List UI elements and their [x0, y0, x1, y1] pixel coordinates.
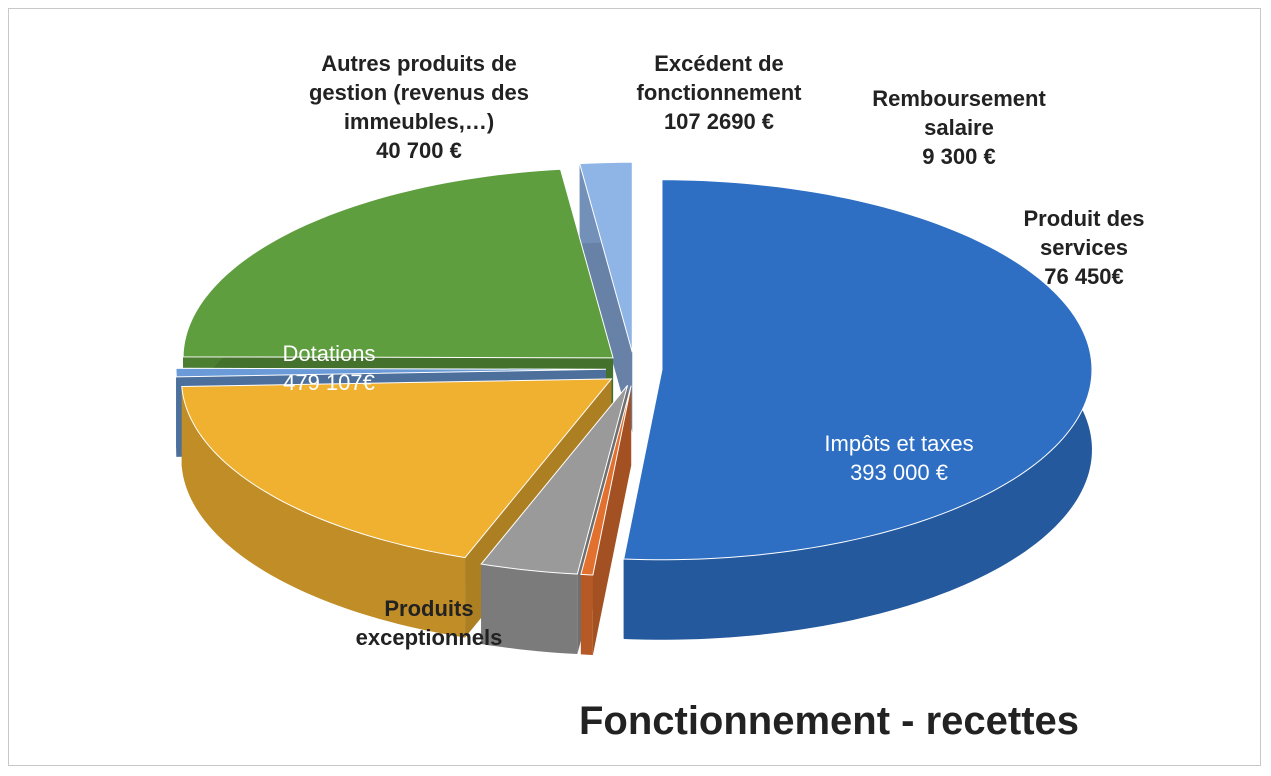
slice-edge — [481, 564, 578, 655]
slice-label: Excédent de fonctionnement 107 2690 € — [609, 49, 829, 136]
slice-label: Dotations 479 107€ — [229, 339, 429, 397]
value-label: 479 107€ — [283, 370, 375, 395]
value-label: 393 000 € — [850, 460, 948, 485]
slice-label: Remboursement salaire 9 300 € — [849, 84, 1069, 171]
value-label: 107 2690 € — [663, 109, 775, 134]
value-label: 76 450€ — [1044, 264, 1124, 289]
category-label: Remboursement salaire — [872, 86, 1046, 140]
slice — [623, 179, 1093, 561]
slice — [175, 367, 607, 378]
category-label: Dotations — [282, 341, 376, 366]
category-label: Autres produits de gestion (revenus des … — [308, 51, 530, 134]
chart-frame: Fonctionnement - recettes Excédent de fo… — [8, 8, 1261, 766]
slice — [182, 168, 614, 359]
slice-label: Produit des services 76 450€ — [999, 204, 1169, 291]
value-label: 9 300 € — [922, 144, 996, 169]
chart — [175, 161, 1093, 655]
slice-edge — [580, 574, 593, 655]
slice — [480, 385, 629, 575]
category-label: Produits exceptionnels — [355, 596, 503, 650]
slice — [580, 385, 632, 576]
slice-label: Impôts et taxes 393 000 € — [789, 429, 1009, 487]
slice-label: Autres produits de gestion (revenus des … — [289, 49, 549, 165]
category-label: Produit des services — [1023, 206, 1145, 260]
slice-label: Produits exceptionnels — [339, 594, 519, 652]
slice-edge — [181, 386, 466, 638]
value-label: 40 700 € — [376, 138, 462, 163]
slice — [579, 161, 633, 353]
category-label: Impôts et taxes — [824, 431, 974, 456]
slice — [181, 378, 613, 559]
category-label: Excédent de fonctionnement — [636, 51, 802, 105]
chart-title: Fonctionnement - recettes — [578, 699, 1080, 743]
slice-side — [580, 385, 632, 655]
